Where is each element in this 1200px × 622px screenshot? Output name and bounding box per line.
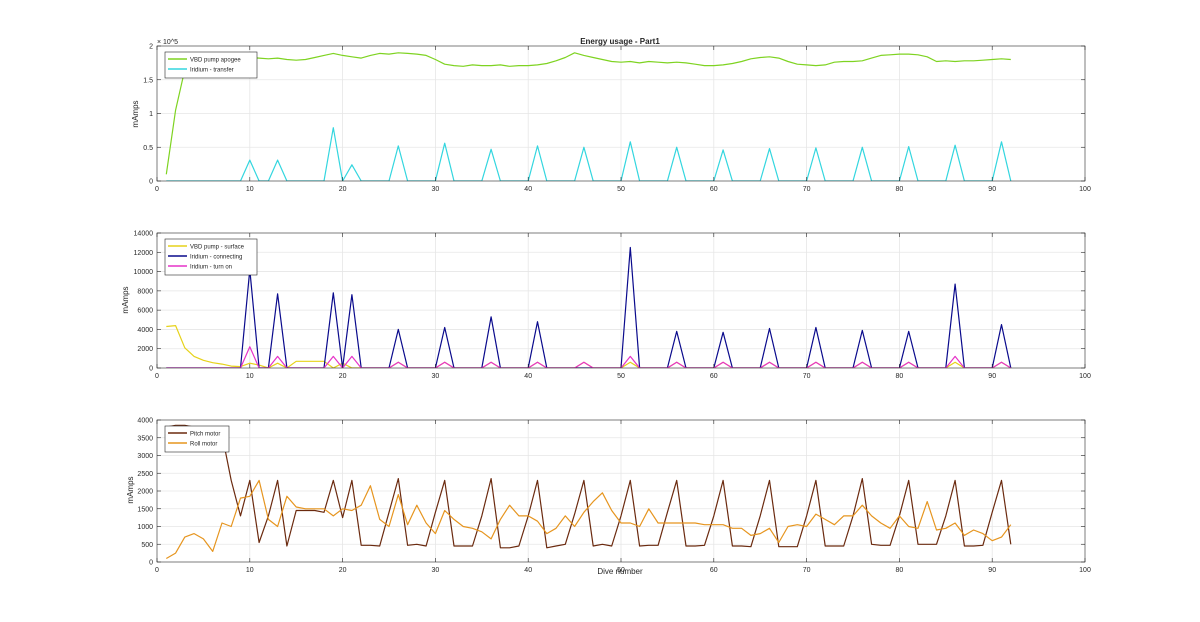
y-tick-label: 14000 bbox=[134, 231, 154, 238]
x-tick-label: 90 bbox=[988, 186, 996, 193]
y-tick-label: 4000 bbox=[137, 418, 153, 425]
x-tick-label: 100 bbox=[1079, 186, 1091, 193]
x-tick-label: 0 bbox=[155, 373, 159, 380]
y-tick-label: 1.5 bbox=[143, 77, 153, 84]
y-tick-label: 3500 bbox=[137, 435, 153, 442]
y-axis-label: mAmps bbox=[131, 100, 140, 127]
x-tick-label: 70 bbox=[803, 567, 811, 574]
x-tick-label: 0 bbox=[155, 186, 159, 193]
legend: Pitch motor Roll motor bbox=[164, 425, 230, 453]
legend-entry: Iridium - turn on bbox=[190, 265, 232, 271]
y-axis-label: mAmps bbox=[126, 476, 135, 503]
x-axis-label: Dive number bbox=[597, 567, 643, 576]
x-tick-label: 80 bbox=[896, 373, 904, 380]
legend-entry: Roll motor bbox=[190, 442, 217, 448]
x-tick-label: 80 bbox=[896, 567, 904, 574]
x-tick-label: 30 bbox=[432, 373, 440, 380]
x-tick-label: 20 bbox=[339, 567, 347, 574]
y-tick-label: 10000 bbox=[134, 269, 154, 276]
x-tick-label: 20 bbox=[339, 373, 347, 380]
series-line-vbd-pump-apogee bbox=[165, 52, 1011, 175]
y-tick-label: 2500 bbox=[137, 471, 153, 478]
subplot-transfer: Energy usage - Part1 × 10^5 mAmps 0 10 20 3… bbox=[131, 37, 1091, 193]
y-tick-label: 0 bbox=[149, 366, 153, 373]
series-line-iridium-connecting bbox=[166, 246, 1012, 368]
x-tick-label: 90 bbox=[988, 567, 996, 574]
x-tick-label: 50 bbox=[617, 373, 625, 380]
legend-entry: Pitch motor bbox=[190, 432, 220, 438]
x-tick-label: 10 bbox=[246, 373, 254, 380]
y-tick-label: 0 bbox=[149, 560, 153, 567]
x-tick-label: 60 bbox=[710, 186, 718, 193]
y-tick-label: 1000 bbox=[137, 524, 153, 531]
axes-background bbox=[157, 420, 1085, 562]
x-tick-label: 60 bbox=[710, 567, 718, 574]
y-tick-label: 8000 bbox=[137, 288, 153, 295]
legend-entry: Iridium - transfer bbox=[190, 68, 234, 74]
x-tick-label: 30 bbox=[432, 186, 440, 193]
y-tick-label: 6000 bbox=[137, 308, 153, 315]
y-exponent-label: × 10^5 bbox=[157, 39, 178, 46]
legend-entry: Iridium - connecting bbox=[190, 255, 242, 261]
y-tick-label: 3000 bbox=[137, 453, 153, 460]
x-tick-label: 40 bbox=[524, 373, 532, 380]
axes-background bbox=[157, 233, 1085, 368]
x-tick-label: 80 bbox=[896, 186, 904, 193]
legend: VBD pump - surface Iridium - connecting Ir… bbox=[164, 238, 258, 276]
y-tick-label: 2000 bbox=[137, 489, 153, 496]
y-tick-label: 0 bbox=[149, 179, 153, 186]
x-tick-label: 50 bbox=[617, 186, 625, 193]
subplot-motors: mAmps Dive number 0 10 20 30 40 50 60 70 80 90 100… bbox=[126, 418, 1091, 577]
legend-box bbox=[164, 425, 230, 453]
y-tick-label: 500 bbox=[141, 542, 153, 549]
x-tick-label: 100 bbox=[1079, 567, 1091, 574]
legend: VBD pump apogee Iridium - transfer bbox=[164, 51, 258, 79]
series-line-pitch-motor bbox=[166, 424, 1012, 549]
x-tick-label: 70 bbox=[803, 186, 811, 193]
axes-background bbox=[157, 46, 1085, 181]
legend-box bbox=[164, 51, 258, 79]
x-tick-label: 90 bbox=[988, 373, 996, 380]
series-line-iridium-transfer bbox=[166, 127, 1012, 181]
x-tick-label: 30 bbox=[432, 567, 440, 574]
legend-entry: VBD pump apogee bbox=[190, 58, 241, 64]
y-tick-label: 2000 bbox=[137, 346, 153, 353]
legend-box bbox=[164, 238, 258, 276]
y-tick-label: 1500 bbox=[137, 506, 153, 513]
y-axis-label: mAmps bbox=[121, 286, 130, 313]
series-line-iridium-turn-on bbox=[166, 346, 1012, 368]
legend-entry: VBD pump - surface bbox=[190, 245, 245, 251]
y-tick-label: 4000 bbox=[137, 327, 153, 334]
x-tick-label: 70 bbox=[803, 373, 811, 380]
x-tick-label: 40 bbox=[524, 186, 532, 193]
y-tick-label: 12000 bbox=[134, 250, 154, 257]
x-tick-label: 10 bbox=[246, 186, 254, 193]
y-tick-label: 1 bbox=[149, 111, 153, 118]
y-tick-label: 0.5 bbox=[143, 145, 153, 152]
x-tick-label: 20 bbox=[339, 186, 347, 193]
x-tick-label: 40 bbox=[524, 567, 532, 574]
x-tick-label: 60 bbox=[710, 373, 718, 380]
x-tick-label: 0 bbox=[155, 567, 159, 574]
x-tick-label: 10 bbox=[246, 567, 254, 574]
x-tick-label: 50 bbox=[617, 567, 625, 574]
x-tick-label: 100 bbox=[1079, 373, 1091, 380]
y-tick-label: 2 bbox=[149, 44, 153, 51]
series-line-roll-motor bbox=[165, 479, 1012, 560]
subplot-surface: mAmps 0 10 20 30 40 50 60 70 80 90 100 0 2000 4000 600… bbox=[121, 231, 1091, 381]
chart-title: Energy usage - Part1 bbox=[580, 37, 660, 46]
